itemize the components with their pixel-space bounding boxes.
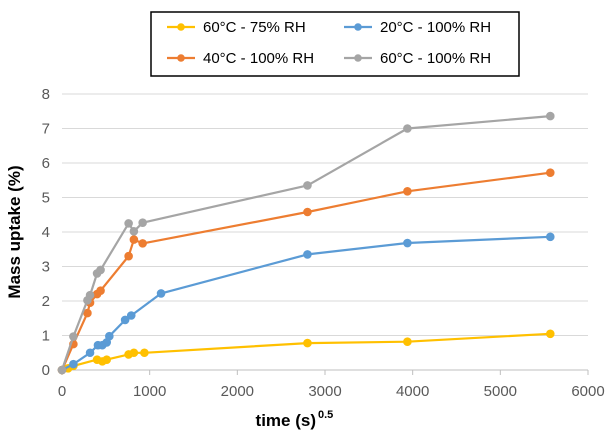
data-point [156,289,166,298]
data-point [403,337,412,347]
y-axis-title: Mass uptake (%) [5,165,24,298]
x-axis-title: time (s) [256,411,316,430]
legend-item: 60°C - 75% RH [167,19,306,36]
x-tick-label: 2000 [221,383,254,400]
data-point [85,290,95,300]
y-tick-label: 0 [42,362,50,379]
data-point [303,181,312,190]
data-point [105,331,114,341]
x-tick-label: 4000 [396,383,429,400]
data-point [138,218,147,227]
data-point [124,219,133,228]
data-point [83,308,92,318]
data-point [546,329,555,339]
legend: 60°C - 75% RH 20°C - 100% RH 40°C - 100% R… [150,11,520,77]
legend-label: 60°C - 100% RH [380,50,491,67]
data-point [140,348,149,358]
y-tick-label: 5 [42,190,50,207]
data-point [69,359,78,369]
data-point [303,250,312,259]
data-point [303,338,312,348]
legend-item: 60°C - 100% RH [344,50,491,67]
data-point [546,168,555,177]
gridlines [62,93,588,336]
x-tick-label: 0 [58,383,66,400]
data-point [85,348,95,358]
x-axis-title-superscript: 0.5 [318,409,333,421]
data-point [96,265,105,275]
y-tick-label: 4 [42,224,50,241]
data-point [102,355,112,364]
legend-box [150,11,520,77]
data-point [303,207,312,217]
data-point [124,251,133,261]
data-point [69,332,78,341]
legend-item: 20°C - 100% RH [344,19,491,36]
data-point [403,186,412,196]
series-group [57,111,555,375]
y-tick-label: 3 [42,259,50,276]
series-line [60,115,551,371]
data-point [138,239,147,248]
data-point [96,286,105,295]
x-tick-label: 6000 [571,383,604,400]
y-tick-label: 1 [42,328,50,345]
legend-swatch-marker [177,54,185,62]
data-point [129,227,139,236]
legend-swatch-marker [177,23,185,31]
data-point [120,315,130,325]
data-point [129,235,139,244]
legend-label: 60°C - 75% RH [203,19,306,36]
tick-labels: 0 1 2 3 4 5 6 7 8 0 1000 2000 3000 4000 5000 6000 [42,86,605,400]
y-tick-label: 2 [42,293,50,310]
data-point [129,348,139,358]
x-tick-label: 3000 [308,383,341,400]
data-point [546,232,555,242]
y-tick-label: 8 [42,86,50,103]
series-line [60,171,551,371]
legend-item: 40°C - 100% RH [167,50,314,67]
data-point [546,111,555,121]
y-tick-label: 6 [42,155,50,172]
data-point [126,311,136,320]
legend-swatch-marker [354,54,362,62]
y-tick-label: 7 [42,121,50,138]
x-tick-label: 1000 [133,383,166,400]
axes [61,369,589,375]
data-point [403,238,412,248]
series-lines [57,111,555,375]
data-point [57,365,67,375]
x-tick-label: 5000 [484,383,517,400]
series-group [57,329,555,375]
legend-label: 40°C - 100% RH [203,50,314,67]
data-point [403,124,412,133]
legend-label: 20°C - 100% RH [380,19,491,36]
legend-swatch-marker [354,23,362,31]
